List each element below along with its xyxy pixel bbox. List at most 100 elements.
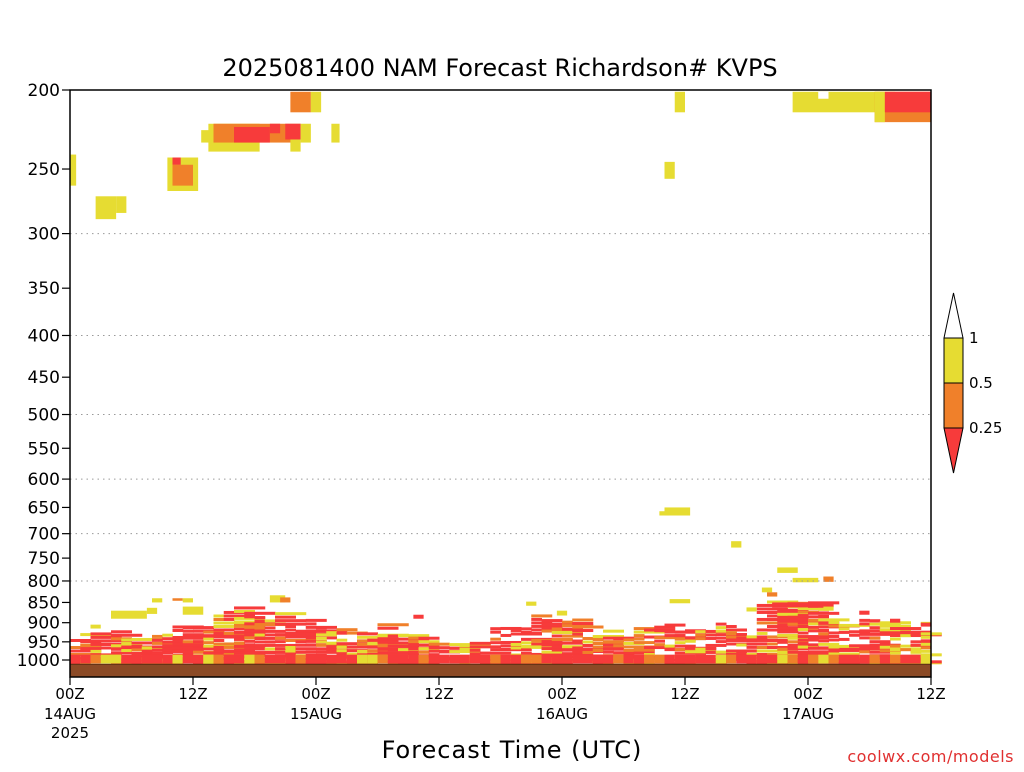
- heatmap-cell: [357, 654, 368, 664]
- heatmap-cell: [818, 628, 829, 632]
- heatmap-cell: [633, 630, 665, 634]
- heatmap-cell: [746, 654, 757, 664]
- heatmap-cell: [285, 628, 296, 632]
- y-tick-label: 500: [28, 406, 60, 426]
- x-tick-date: 17AUG: [782, 705, 834, 723]
- heatmap-cell: [172, 628, 184, 632]
- heatmap-cell: [387, 651, 419, 655]
- heatmap-cell: [767, 653, 788, 657]
- credit-text: coolwx.com/models: [847, 747, 1014, 766]
- heatmap-cell: [418, 640, 440, 644]
- heatmap-cell: [203, 641, 214, 645]
- heatmap-cell: [449, 650, 481, 654]
- heatmap-cell: [100, 639, 132, 643]
- heatmap-cell: [193, 647, 225, 651]
- heatmap-cell: [849, 644, 881, 648]
- heatmap-cell: [213, 628, 225, 632]
- heatmap-cell: [213, 654, 224, 664]
- heatmap-cell: [664, 507, 691, 516]
- heatmap-cell: [521, 648, 532, 652]
- heatmap-cell: [531, 631, 542, 635]
- heatmap-cell: [890, 644, 901, 648]
- heatmap-cell: [920, 654, 931, 664]
- heatmap-cell: [367, 654, 378, 664]
- heatmap-cell: [131, 641, 163, 645]
- heatmap-cell: [244, 646, 255, 650]
- heatmap-cell: [193, 640, 204, 644]
- heatmap-cell: [756, 628, 768, 632]
- heatmap-cell: [890, 654, 901, 664]
- heatmap-cell: [808, 618, 819, 622]
- heatmap-cell: [582, 647, 614, 651]
- y-tick-label: 650: [28, 498, 60, 518]
- colorbar-bin-high: [943, 337, 964, 384]
- heatmap-cell: [234, 606, 266, 610]
- heatmap-cell: [490, 637, 501, 641]
- heatmap-cell: [336, 638, 348, 642]
- heatmap-cell: [797, 654, 808, 664]
- heatmap-cell: [285, 625, 296, 629]
- heatmap-cell: [70, 654, 81, 664]
- y-tick-label: 700: [28, 525, 60, 545]
- heatmap-cell: [808, 643, 819, 647]
- y-tick-label: 300: [28, 225, 60, 245]
- heatmap-cell: [244, 639, 255, 643]
- heatmap-cell: [726, 638, 758, 642]
- heatmap-cell: [726, 652, 758, 656]
- heatmap-cell: [418, 643, 430, 647]
- heatmap-cell: [285, 123, 301, 140]
- heatmap-cell: [146, 607, 158, 614]
- heatmap-cell: [572, 625, 604, 629]
- heatmap-cell: [336, 654, 347, 664]
- heatmap-cell: [654, 643, 665, 647]
- heatmap-cell: [920, 646, 932, 650]
- heatmap-cell: [736, 654, 747, 664]
- heatmap-cell: [556, 610, 568, 616]
- heatmap-cell: [562, 620, 573, 624]
- heatmap-cell: [736, 650, 747, 654]
- heatmap-cell: [818, 632, 829, 636]
- heatmap-cell: [797, 607, 829, 611]
- heatmap-cell: [838, 630, 850, 634]
- x-tick-date: 14AUG: [44, 705, 96, 723]
- heatmap-cell: [264, 626, 276, 630]
- heatmap-cell: [767, 611, 799, 615]
- heatmap-cell: [849, 633, 860, 637]
- heatmap-cell: [818, 91, 829, 99]
- heatmap-cell: [562, 641, 583, 645]
- heatmap-cell: [428, 646, 450, 650]
- heatmap-cell: [182, 598, 193, 603]
- heatmap-cell: [767, 628, 799, 632]
- heatmap-cell: [510, 646, 532, 650]
- heatmap-cell: [295, 654, 306, 664]
- heatmap-cell: [234, 627, 266, 631]
- heatmap-cell: [377, 626, 399, 630]
- heatmap-cell: [797, 617, 809, 621]
- heatmap-cell: [275, 647, 286, 651]
- heatmap-cell: [715, 654, 726, 664]
- heatmap-cell: [326, 654, 337, 664]
- heatmap-cell: [162, 644, 173, 648]
- heatmap-cell: [234, 620, 266, 624]
- heatmap-cell: [203, 637, 214, 641]
- heatmap-cell: [213, 646, 225, 650]
- heatmap-cell: [808, 625, 819, 629]
- heatmap-cell: [244, 636, 255, 640]
- heatmap-cell: [408, 636, 419, 640]
- heatmap-cell: [731, 541, 742, 548]
- heatmap-cell: [141, 649, 153, 653]
- heatmap-cell: [95, 196, 117, 220]
- heatmap-cell: [521, 630, 532, 634]
- heatmap-cell: [131, 654, 142, 664]
- colorbar-bin-mid: [943, 382, 964, 429]
- heatmap-cell: [874, 91, 885, 123]
- heatmap-cell: [838, 627, 850, 631]
- heatmap-cell: [316, 633, 337, 637]
- heatmap-cell: [664, 644, 676, 648]
- heatmap-cell: [182, 633, 204, 637]
- heatmap-cell: [223, 628, 235, 632]
- y-tick-label: 600: [28, 470, 60, 490]
- heatmap-cell: [213, 639, 225, 643]
- heatmap-cell: [685, 639, 696, 643]
- heatmap-cell: [90, 635, 122, 639]
